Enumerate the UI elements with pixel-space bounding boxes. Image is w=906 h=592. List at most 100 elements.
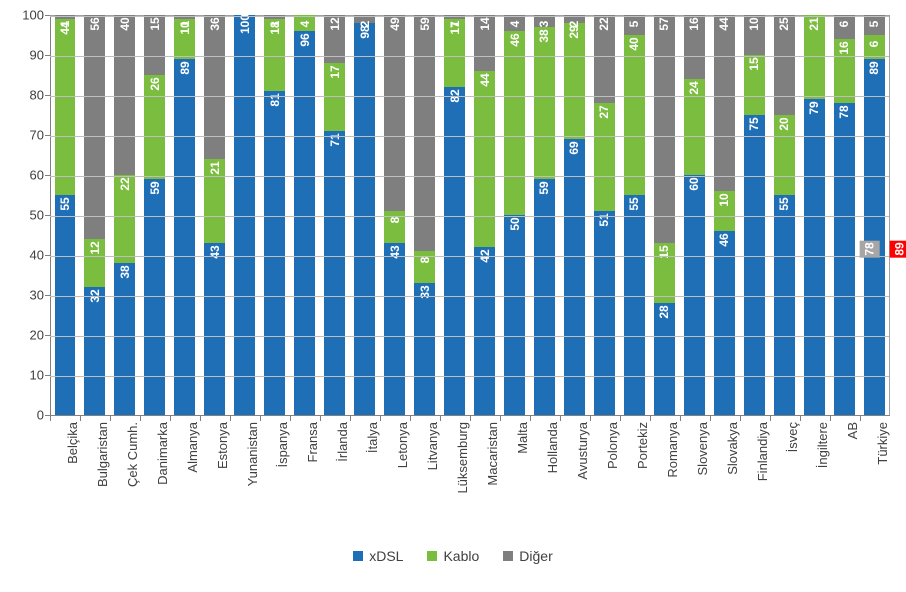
y-tick-label: 30 (30, 288, 44, 303)
x-label-slot: AB (830, 418, 860, 538)
x-label-slot: Çek Cumh. (110, 418, 140, 538)
segment-kablo: 17 (324, 63, 345, 131)
x-category-label: Hollanda (545, 422, 560, 473)
segment-value-label: 46 (717, 233, 731, 246)
bar: 78166 (834, 15, 855, 415)
x-category-label: Bulgaristan (95, 422, 110, 487)
segment-kablo: 12 (84, 239, 105, 287)
bar: 8965 (864, 15, 885, 415)
segment-value-label: 59 (148, 181, 162, 194)
x-tick-mark (230, 415, 231, 421)
segment-kablo: 26 (144, 75, 165, 179)
segment-value-label: 40 (118, 17, 132, 30)
x-tick-mark (170, 415, 171, 421)
x-category-label: Avusturya (575, 422, 590, 480)
segment-value-label: 49 (388, 17, 402, 30)
segment-value-label: 1 (268, 21, 282, 28)
x-tick-mark (410, 415, 411, 421)
legend-item-xdsl: xDSL (353, 548, 403, 564)
segment-value-label: 79 (807, 101, 821, 114)
broadband-technology-chart: 0102030405060708090100 55441321256382240… (10, 10, 896, 582)
bar: 711712 (324, 15, 345, 415)
x-category-label: Estonya (215, 422, 230, 469)
segment-value-label: 1 (448, 21, 462, 28)
y-tick-label: 100 (22, 8, 44, 23)
bar: 55405 (624, 15, 645, 415)
segment-diger: 56 (84, 15, 105, 239)
segment-value-label: 50 (508, 217, 522, 230)
segment-value-label: 5 (867, 21, 881, 28)
segment-value-label: 10 (717, 193, 731, 206)
x-label-slot: İsveç (770, 418, 800, 538)
gridline (50, 176, 889, 177)
segment-diger: 15 (144, 15, 165, 75)
segment-value-label: 2 (567, 21, 581, 28)
x-label-slot: Macaristan (470, 418, 500, 538)
segment-kablo: 21 (204, 159, 225, 243)
legend-swatch (503, 551, 513, 561)
segment-value-label: 59 (537, 181, 551, 194)
x-category-label: Yunanistan (245, 422, 260, 486)
segment-xdsl: 100 (234, 15, 255, 415)
segment-xdsl: 81 (264, 91, 285, 415)
segment-value-label: 4 (508, 21, 522, 28)
bar: 81181 (264, 15, 285, 415)
segment-value-label: 69 (567, 141, 581, 154)
x-tick-mark (860, 415, 861, 421)
segment-diger: 5 (624, 15, 645, 35)
segment-value-label: 12 (88, 241, 102, 254)
segment-value-label: 56 (88, 17, 102, 30)
x-label-slot: Finlandiya (740, 418, 770, 538)
legend-item-kablo: Kablo (427, 548, 479, 564)
x-tick-mark (560, 415, 561, 421)
y-tick-label: 70 (30, 128, 44, 143)
x-label-slot: Lüksemburg (440, 418, 470, 538)
segment-value-label: 55 (627, 197, 641, 210)
x-label-slot: İngiltere (800, 418, 830, 538)
segment-diger: 5 (864, 15, 885, 35)
x-tick-mark (800, 415, 801, 421)
segment-diger: 14 (474, 15, 495, 71)
segment-xdsl: 59 (534, 179, 555, 415)
segment-xdsl: 75 (744, 115, 765, 415)
x-label-slot: Letonya (380, 418, 410, 538)
segment-kablo: 21 (804, 15, 825, 99)
segment-xdsl: 89 (864, 59, 885, 415)
segment-value-label: 12 (328, 17, 342, 30)
x-label-slot: Hollanda (530, 418, 560, 538)
bar: 89101 (174, 15, 195, 415)
segment-xdsl: 46 (714, 231, 735, 415)
segment-value-label: 27 (597, 105, 611, 118)
x-category-label: Macaristan (485, 422, 500, 486)
segment-kablo: 27 (594, 103, 615, 211)
x-category-label: Slovenya (695, 422, 710, 475)
x-category-label: Belçika (65, 422, 80, 464)
x-category-label: Polonya (605, 422, 620, 469)
x-label-slot: Romanya (650, 418, 680, 538)
segment-value-label: 10 (747, 17, 761, 30)
bar: 512722 (594, 15, 615, 415)
bar: 432136 (204, 15, 225, 415)
x-tick-mark (830, 415, 831, 421)
x-label-slot: Türkiye (860, 418, 890, 538)
segment-kablo: 44 (55, 19, 76, 195)
segment-value-label: 96 (298, 33, 312, 46)
x-tick-mark (110, 415, 111, 421)
y-tick-label: 0 (37, 408, 44, 423)
x-tick-mark (530, 415, 531, 421)
segment-xdsl: 55 (55, 195, 76, 415)
x-label-slot: Litvanya (410, 418, 440, 538)
segment-value-label: 24 (687, 81, 701, 94)
x-tick-mark (200, 415, 201, 421)
x-category-label: Çek Cumh. (125, 422, 140, 487)
bar: 552025 (774, 15, 795, 415)
bar: 964 (294, 15, 315, 415)
x-label-slot: Bulgaristan (80, 418, 110, 538)
segment-xdsl: 60 (684, 175, 705, 415)
segment-value-label: 15 (148, 17, 162, 30)
segment-value-label: 17 (328, 65, 342, 78)
segment-diger: 44 (714, 15, 735, 191)
segment-value-label: 75 (747, 117, 761, 130)
segment-kablo: 17 (444, 19, 465, 87)
segment-value-label: 14 (478, 17, 492, 30)
